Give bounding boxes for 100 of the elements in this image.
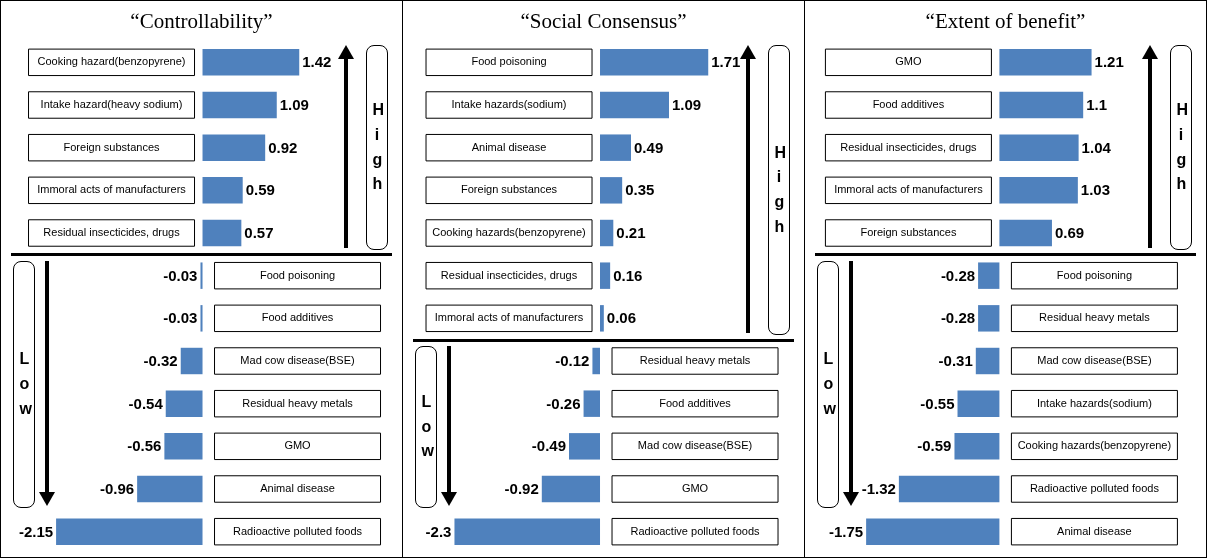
data-label: -0.03	[163, 309, 198, 327]
bar	[454, 518, 601, 545]
label-box: High	[366, 45, 388, 250]
y-tick-label: Animal disease	[1057, 524, 1132, 537]
bar	[202, 219, 242, 247]
chart-title: “Controllability”	[129, 9, 274, 34]
bar	[600, 219, 614, 247]
bar	[180, 347, 203, 375]
data-label: -2.3	[425, 522, 452, 540]
y-tick-label: Immoral acts of manufacturers	[834, 183, 984, 196]
data-label: -0.96	[99, 480, 135, 498]
bar	[975, 347, 1000, 375]
bar	[583, 390, 601, 417]
data-label: -0.54	[128, 394, 164, 412]
bar	[137, 475, 203, 503]
y-tick-label: Mad cow disease(BSE)	[1037, 354, 1152, 367]
data-label: -0.92	[504, 480, 539, 498]
data-label: -0.56	[127, 437, 162, 455]
y-tick-label: Food additives	[659, 396, 732, 409]
bar	[978, 305, 1000, 332]
data-label: 1.71	[711, 53, 741, 71]
y-tick-label: Food poisoning	[1056, 268, 1133, 281]
y-tick-label: Foreign substances	[860, 226, 957, 239]
y-tick-label: Cooking hazards(benzopyrene)	[432, 226, 586, 239]
bar	[200, 305, 203, 332]
y-tick-label: Radioactive polluted foods	[233, 524, 363, 537]
y-tick-label: Cooking hazards(benzopyrene)	[1017, 439, 1172, 452]
y-tick-label: Residual insecticides, drugs	[840, 140, 978, 153]
y-tick-label: Residual heavy metals	[639, 354, 751, 367]
y-tick-label: Foreign substances	[461, 183, 558, 196]
chart-title: “Extent of benefit”	[924, 9, 1087, 34]
data-label: 1.09	[279, 96, 309, 114]
bar	[600, 305, 604, 332]
data-label: 0.35	[625, 181, 655, 199]
data-label: -0.49	[531, 437, 567, 455]
label-box: Low	[415, 346, 437, 509]
bar	[200, 262, 203, 289]
y-tick-label: Animal disease	[260, 482, 335, 495]
bar	[56, 518, 203, 545]
bar	[202, 134, 266, 161]
bar	[600, 49, 709, 76]
bar	[957, 390, 1000, 417]
y-tick-label: Residual heavy metals	[1039, 311, 1151, 324]
y-tick-label: Immoral acts of manufacturers	[434, 311, 584, 324]
bar	[898, 475, 1000, 503]
bar	[954, 433, 1000, 460]
data-label: -2.15	[18, 522, 54, 540]
data-label: -1.32	[861, 480, 896, 498]
data-label: -0.55	[920, 394, 955, 412]
data-label: 0.69	[1054, 224, 1085, 242]
bar	[999, 177, 1078, 204]
bar	[541, 475, 601, 503]
y-tick-label: Residual insecticides, drugs	[440, 268, 578, 281]
data-label: 0.59	[245, 181, 275, 199]
data-label: 0.06	[606, 309, 637, 327]
data-label: 1.03	[1080, 181, 1111, 199]
chart-title: “Social Consensus”	[519, 9, 688, 34]
y-tick-label: Foreign substances	[63, 140, 161, 153]
y-tick-label: Food poisoning	[471, 55, 547, 68]
label-box: Low	[817, 260, 839, 509]
y-tick-label: Residual heavy metals	[242, 396, 354, 409]
label-box: High	[768, 45, 790, 336]
y-tick-label: GMO	[681, 482, 709, 495]
bar	[165, 390, 203, 417]
bar	[600, 262, 611, 289]
data-label: -0.28	[940, 309, 976, 327]
data-label: 1.09	[672, 96, 702, 114]
data-label: 0.57	[244, 224, 274, 242]
y-tick-label: Residual insecticides, drugs	[43, 226, 181, 239]
y-tick-label: Radioactive polluted foods	[1029, 482, 1160, 495]
y-tick-label: Food additives	[872, 98, 945, 111]
label-box: Low	[13, 260, 35, 509]
y-tick-label: Immoral acts of manufacturers	[37, 183, 187, 196]
data-label: 0.49	[634, 138, 664, 156]
data-label: 0.16	[613, 266, 643, 284]
data-label: 1.21	[1094, 53, 1124, 71]
y-tick-label: GMO	[895, 55, 922, 68]
y-tick-label: GMO	[284, 439, 312, 452]
y-tick-label: Intake hazard(heavy sodium)	[40, 98, 183, 111]
data-label: -0.03	[163, 266, 198, 284]
data-label: -1.75	[828, 522, 864, 540]
bar	[202, 177, 243, 204]
y-tick-label: Food additives	[261, 311, 334, 324]
bar	[999, 91, 1084, 119]
bar	[978, 262, 1000, 289]
data-label: 0.92	[268, 138, 298, 156]
y-tick-label: Mad cow disease(BSE)	[637, 439, 753, 452]
data-label: -0.31	[938, 352, 973, 370]
bar	[999, 219, 1052, 247]
bar	[592, 347, 601, 375]
data-label: 1.04	[1081, 138, 1112, 156]
data-label: -0.59	[917, 437, 952, 455]
y-tick-label: Food poisoning	[259, 268, 336, 281]
data-label: 1.1	[1086, 96, 1108, 114]
bar	[600, 134, 632, 161]
y-tick-label: Animal disease	[471, 140, 547, 153]
bar	[999, 134, 1079, 161]
label-box: High	[1170, 45, 1192, 250]
data-label: 0.21	[616, 224, 646, 242]
data-label: 1.42	[302, 53, 332, 71]
